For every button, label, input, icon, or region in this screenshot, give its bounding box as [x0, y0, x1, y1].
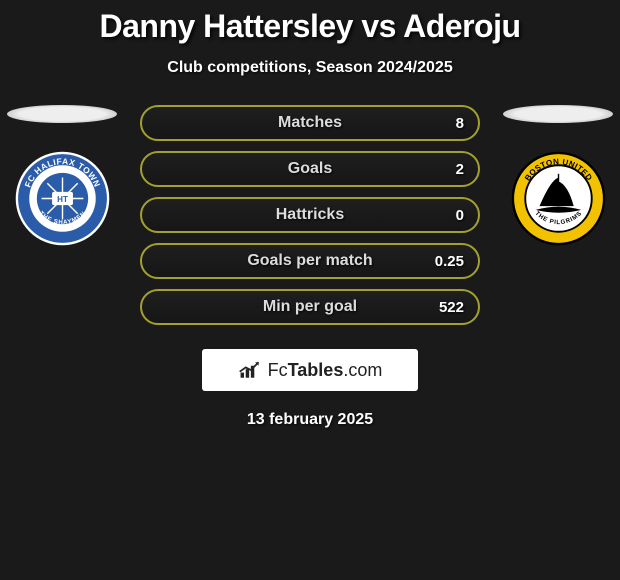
stat-label: Goals — [212, 160, 408, 178]
right-shadow-ellipse — [503, 105, 613, 123]
stat-right-value: 8 — [408, 115, 464, 132]
svg-text:HT: HT — [57, 195, 68, 204]
stat-label: Min per goal — [212, 298, 408, 316]
branding-text: FcTables.com — [268, 360, 383, 381]
chart-icon — [238, 360, 262, 380]
left-club-badge: FC HALIFAX TOWN THE SHAYMEN HT — [15, 151, 110, 246]
stat-right-value: 0.25 — [408, 253, 464, 270]
stat-label: Matches — [212, 114, 408, 132]
stat-row: Hattricks0 — [140, 197, 480, 233]
stat-label: Goals per match — [212, 252, 408, 270]
date-text: 13 february 2025 — [0, 411, 620, 429]
stat-row: Goals per match0.25 — [140, 243, 480, 279]
stat-right-value: 522 — [408, 299, 464, 316]
brand-prefix: Fc — [268, 360, 288, 380]
stat-right-value: 2 — [408, 161, 464, 178]
stat-row: Matches8 — [140, 105, 480, 141]
stat-right-value: 0 — [408, 207, 464, 224]
main-row: FC HALIFAX TOWN THE SHAYMEN HT Matches8 G… — [0, 105, 620, 325]
left-club-column: FC HALIFAX TOWN THE SHAYMEN HT — [2, 105, 122, 246]
brand-tld: .com — [343, 360, 382, 380]
stat-row: Goals2 — [140, 151, 480, 187]
left-shadow-ellipse — [7, 105, 117, 123]
comparison-card: Danny Hattersley vs Aderoju Club competi… — [0, 0, 620, 429]
stat-label: Hattricks — [212, 206, 408, 224]
right-club-badge: BOSTON UNITED THE PILGRIMS — [511, 151, 606, 246]
branding-box: FcTables.com — [202, 349, 418, 391]
brand-suffix: Tables — [288, 360, 344, 380]
right-club-column: BOSTON UNITED THE PILGRIMS — [498, 105, 618, 246]
subtitle: Club competitions, Season 2024/2025 — [0, 59, 620, 77]
page-title: Danny Hattersley vs Aderoju — [0, 8, 620, 45]
stat-row: Min per goal522 — [140, 289, 480, 325]
stats-list: Matches8Goals2Hattricks0Goals per match0… — [140, 105, 480, 325]
